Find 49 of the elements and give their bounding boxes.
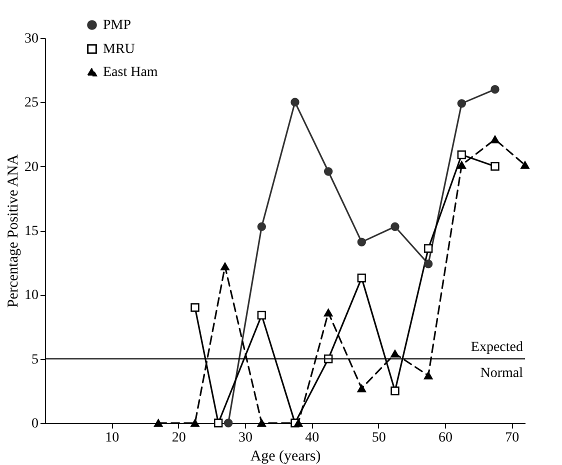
- point: [154, 419, 163, 427]
- legend-label: East Ham: [103, 65, 158, 80]
- x-axis-title: Age (years): [250, 448, 321, 464]
- y-tick-label: 0: [32, 416, 38, 432]
- point: [294, 419, 303, 427]
- point: [324, 167, 333, 176]
- point: [457, 99, 466, 108]
- legend-label: MRU: [103, 42, 135, 57]
- x-tick-label: 40: [305, 430, 320, 446]
- y-tick-label: 30: [24, 32, 38, 46]
- y-tick-label: 25: [24, 96, 38, 111]
- point: [220, 262, 230, 270]
- point: [324, 308, 333, 316]
- point: [457, 150, 466, 160]
- y-axis-title: Percentage Positive ANA: [6, 154, 22, 308]
- point: [357, 384, 366, 392]
- point: [490, 162, 500, 171]
- y-tick-label: 10: [24, 288, 38, 304]
- x-tick-label: 70: [505, 430, 520, 446]
- legend-label: PMP: [103, 18, 132, 33]
- point: [490, 136, 500, 144]
- point: [224, 418, 233, 428]
- point: [390, 386, 400, 396]
- point: [257, 310, 266, 320]
- point: [390, 222, 400, 231]
- point: [424, 260, 433, 268]
- point: [520, 161, 530, 169]
- x-tick-label: 10: [105, 430, 120, 446]
- point: [424, 372, 433, 380]
- point: [257, 419, 266, 427]
- point: [190, 303, 200, 312]
- point: [424, 244, 433, 253]
- x-tick-label: 60: [438, 430, 452, 446]
- point: [257, 222, 266, 231]
- y-tick-label: 20: [24, 160, 38, 175]
- point: [190, 419, 200, 427]
- point: [357, 238, 366, 246]
- ref-line-label: Expected Normal: [470, 340, 524, 381]
- point: [457, 161, 466, 169]
- x-tick-label: 50: [372, 430, 386, 446]
- y-tick-label: 5: [32, 352, 38, 368]
- x-tick-label: 30: [238, 430, 252, 446]
- x-tick-label: 20: [172, 430, 186, 446]
- point: [390, 350, 400, 358]
- point: [290, 98, 300, 107]
- point: [357, 274, 366, 282]
- point: [214, 418, 223, 428]
- y-tick-label: 15: [24, 224, 38, 239]
- point: [490, 84, 500, 94]
